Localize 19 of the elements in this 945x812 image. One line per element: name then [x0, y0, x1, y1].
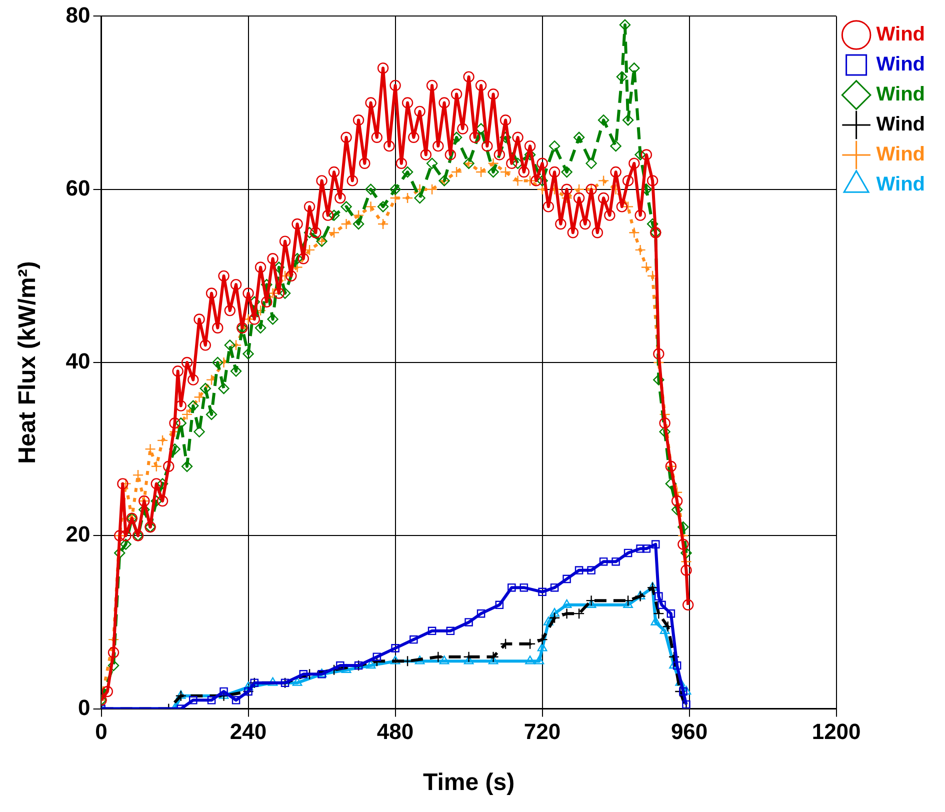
x-tick-label: 240: [230, 719, 267, 744]
legend-label: Wind: [876, 84, 926, 106]
y-axis-title: Heat Flux (kW/m²): [14, 261, 42, 464]
x-tick-label: 960: [670, 719, 708, 744]
y-tick-label: 0: [78, 694, 90, 720]
y-tick-label: 80: [66, 2, 90, 28]
legend-label: Wind: [876, 144, 926, 166]
legend-label: Wind: [876, 174, 926, 196]
x-tick-label: 720: [524, 719, 561, 744]
legend-label: Wind: [876, 54, 926, 76]
y-tick-label: 40: [66, 348, 90, 374]
y-tick-label: 20: [66, 522, 90, 547]
x-tick-label: 480: [376, 719, 414, 744]
x-tick-label: 0: [95, 719, 108, 744]
x-axis-title: Time (s): [422, 769, 515, 796]
x-tick-label: 1200: [812, 719, 861, 744]
y-tick-label: 60: [66, 175, 90, 200]
legend-label: Wind: [876, 114, 926, 136]
legend-label: Wind: [876, 24, 926, 46]
